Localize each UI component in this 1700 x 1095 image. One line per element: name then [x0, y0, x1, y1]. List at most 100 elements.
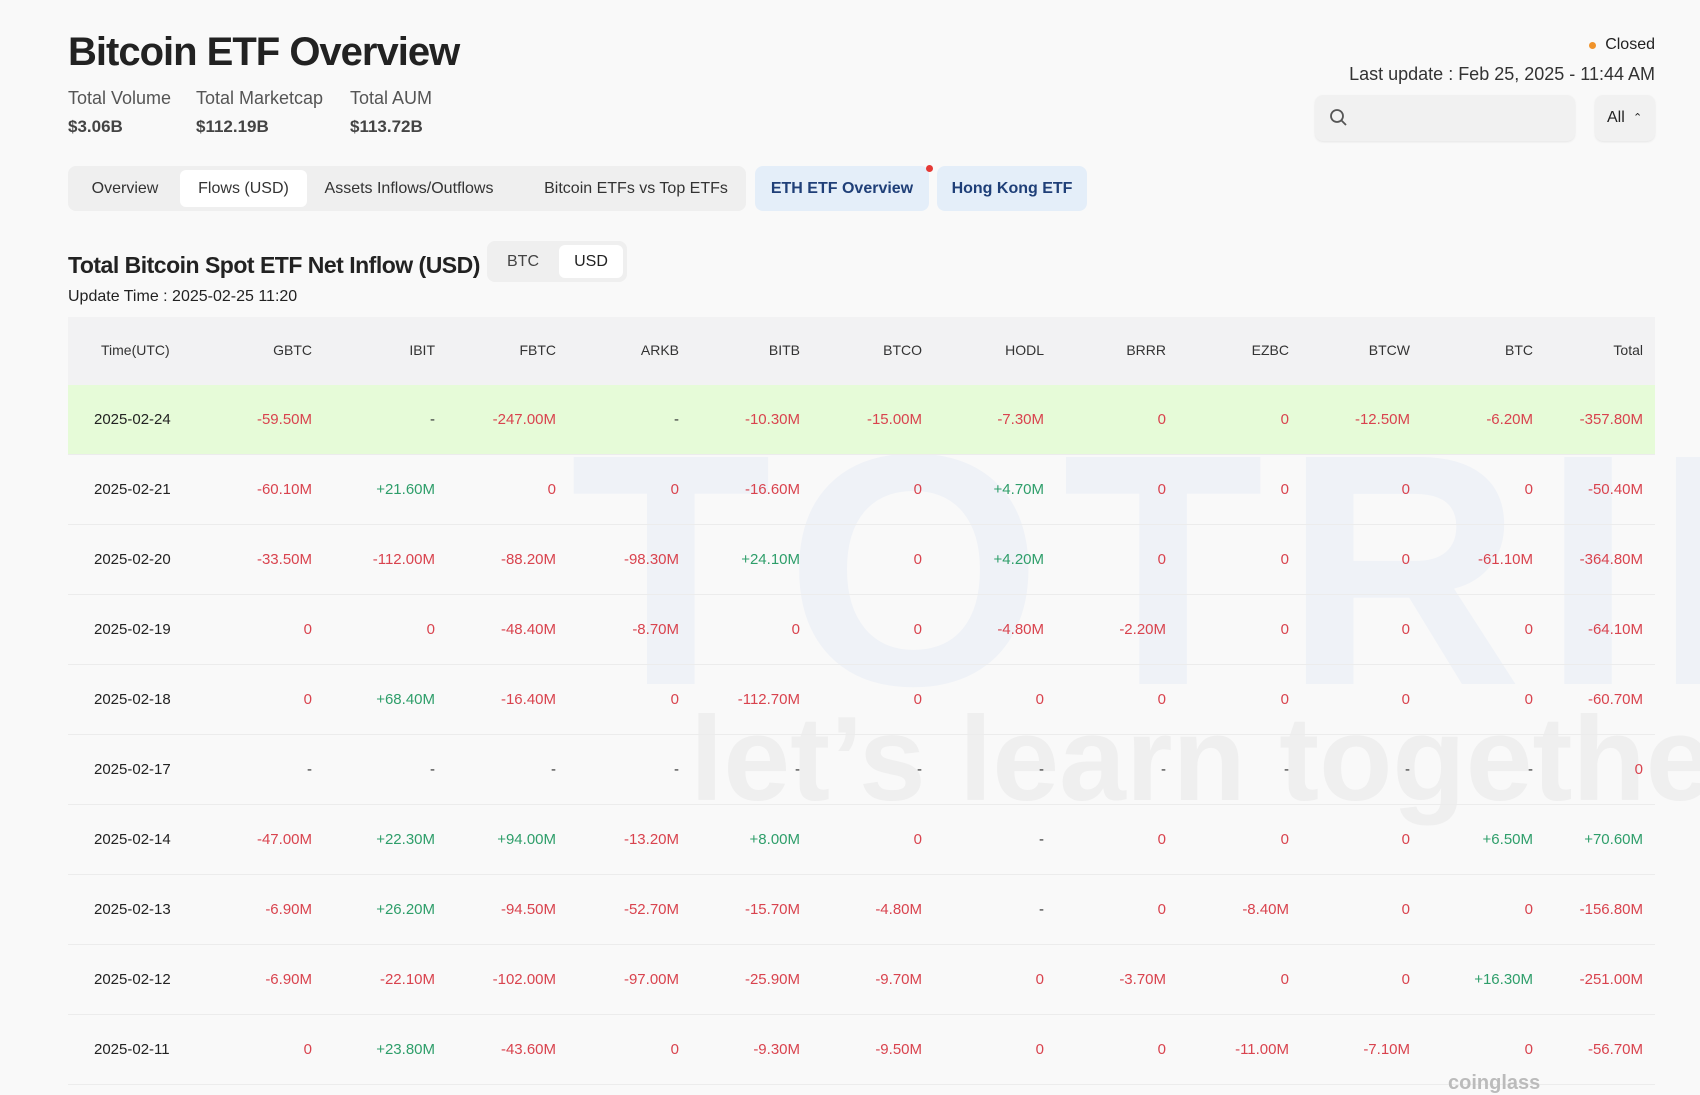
flow-cell: 0 — [1280, 551, 1289, 568]
flow-cell: 0 — [303, 691, 312, 708]
flow-cell: -2.20M — [1119, 621, 1166, 638]
flow-cell: - — [430, 761, 435, 778]
column-header: BTC — [1505, 342, 1533, 358]
row-divider — [68, 804, 1655, 805]
flow-cell: -16.40M — [500, 691, 556, 708]
flow-cell: - — [674, 761, 679, 778]
tab[interactable]: Overview — [91, 180, 159, 197]
flow-cell: -59.50M — [256, 411, 312, 428]
flow-cell: 0 — [1157, 1041, 1166, 1058]
flow-cell: -11.00M — [1235, 1041, 1289, 1058]
flow-cell: 0 — [913, 691, 922, 708]
row-divider — [68, 454, 1655, 455]
flow-cell: -8.70M — [632, 621, 679, 638]
flow-cell: - — [1039, 761, 1044, 778]
flow-cell: -6.90M — [265, 901, 312, 918]
flow-cell: -10.30M — [744, 411, 800, 428]
date-cell: 2025-02-14 — [94, 831, 171, 848]
flow-cell: -97.00M — [623, 971, 679, 988]
market-status: Closed — [1605, 36, 1655, 53]
column-header: IBIT — [409, 342, 435, 358]
section-title: Total Bitcoin Spot ETF Net Inflow (USD) — [68, 252, 480, 278]
flow-cell: +6.50M — [1482, 831, 1533, 848]
flow-cell: - — [674, 411, 679, 428]
flow-cell: 0 — [547, 481, 556, 498]
select-arrows: ⌃ — [1633, 112, 1643, 124]
flow-cell: -3.70M — [1119, 971, 1166, 988]
column-header: Time(UTC) — [101, 342, 170, 358]
date-cell: 2025-02-20 — [94, 551, 171, 568]
flow-cell: 0 — [1280, 621, 1289, 638]
flow-cell: -15.00M — [866, 411, 922, 428]
flow-cell: - — [917, 761, 922, 778]
column-header: EZBC — [1251, 342, 1289, 358]
date-cell: 2025-02-17 — [94, 761, 171, 778]
flow-cell: -364.80M — [1579, 551, 1643, 568]
row-divider — [68, 594, 1655, 595]
date-cell: 2025-02-12 — [94, 971, 171, 988]
toggle-btc[interactable]: BTC — [507, 253, 539, 270]
flow-cell: 0 — [1401, 621, 1410, 638]
tab[interactable]: Assets Inflows/Outflows — [324, 180, 494, 197]
flow-cell: 0 — [1157, 831, 1166, 848]
highlight-tab[interactable]: ETH ETF Overview — [755, 166, 929, 211]
flow-cell: -7.10M — [1363, 1041, 1410, 1058]
flow-cell: -102.00M — [492, 971, 556, 988]
flow-cell: 0 — [913, 831, 922, 848]
tab[interactable]: Bitcoin ETFs vs Top ETFs — [544, 180, 728, 197]
flow-cell: 0 — [1157, 551, 1166, 568]
flow-cell: - — [1039, 901, 1044, 918]
flow-cell: -52.70M — [623, 901, 679, 918]
column-header: BTCO — [883, 342, 922, 358]
flow-cell: -7.30M — [997, 411, 1044, 428]
flow-cell: -8.40M — [1242, 901, 1289, 918]
flow-cell: +26.20M — [376, 901, 435, 918]
flow-cell: -94.50M — [500, 901, 556, 918]
flow-cell: 0 — [670, 481, 679, 498]
column-header: BRRR — [1126, 342, 1166, 358]
flow-cell: 0 — [1401, 901, 1410, 918]
watermark-slogan: let’s learn together — [690, 692, 1700, 826]
row-divider — [68, 734, 1655, 735]
last-update: Last update : Feb 25, 2025 - 11:44 AM — [1349, 64, 1655, 84]
flow-cell: -56.70M — [1587, 1041, 1643, 1058]
flow-cell: -13.20M — [623, 831, 679, 848]
search-icon — [1330, 109, 1347, 126]
flow-cell: 0 — [1157, 481, 1166, 498]
flow-cell: - — [1161, 761, 1166, 778]
page-title: Bitcoin ETF Overview — [68, 30, 460, 74]
flow-cell: -112.70M — [737, 691, 800, 708]
tab[interactable]: Flows (USD) — [180, 170, 307, 207]
flow-cell: - — [307, 761, 312, 778]
flow-cell: +8.00M — [749, 831, 800, 848]
flow-cell: -251.00M — [1579, 971, 1643, 988]
highlight-tab[interactable]: Hong Kong ETF — [937, 166, 1087, 211]
row-highlight — [68, 385, 1655, 455]
flow-cell: 0 — [1524, 621, 1533, 638]
flow-cell: 0 — [1524, 1041, 1533, 1058]
toggle-usd[interactable]: USD — [559, 245, 623, 278]
flow-cell: 0 — [1280, 691, 1289, 708]
column-header: Total — [1613, 342, 1643, 358]
date-cell: 2025-02-19 — [94, 621, 171, 638]
flow-cell: - — [551, 761, 556, 778]
flow-cell: 0 — [1280, 971, 1289, 988]
flow-cell: - — [1039, 831, 1044, 848]
filter-select[interactable]: All ⌃ — [1595, 95, 1655, 141]
flow-cell: - — [795, 761, 800, 778]
notification-dot — [926, 165, 933, 172]
flow-cell: 0 — [1280, 411, 1289, 428]
search-box[interactable] — [1315, 95, 1575, 141]
flow-cell: 0 — [1524, 691, 1533, 708]
flow-cell: -60.70M — [1587, 691, 1643, 708]
status-dot — [1589, 42, 1596, 49]
flow-cell: 0 — [791, 621, 800, 638]
flow-cell: 0 — [1035, 691, 1044, 708]
flow-cell: 0 — [1157, 691, 1166, 708]
row-divider — [68, 1014, 1655, 1015]
row-divider — [68, 524, 1655, 525]
flow-cell: +24.10M — [741, 551, 800, 568]
flow-cell: -98.30M — [623, 551, 679, 568]
flow-cell: 0 — [913, 481, 922, 498]
